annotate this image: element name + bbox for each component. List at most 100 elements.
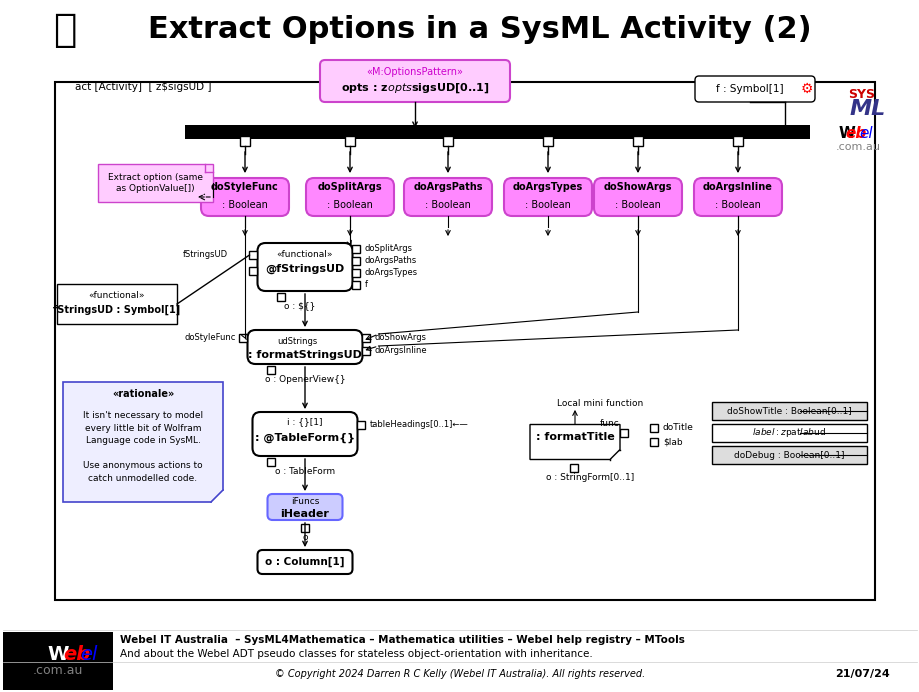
Text: W: W bbox=[47, 644, 69, 664]
FancyBboxPatch shape bbox=[357, 421, 365, 429]
Text: iFuncs: iFuncs bbox=[290, 498, 319, 507]
FancyBboxPatch shape bbox=[252, 412, 357, 456]
FancyBboxPatch shape bbox=[240, 136, 250, 146]
Polygon shape bbox=[529, 424, 619, 459]
FancyBboxPatch shape bbox=[345, 136, 355, 146]
Text: o : StringForm[0..1]: o : StringForm[0..1] bbox=[545, 473, 633, 482]
FancyBboxPatch shape bbox=[362, 334, 370, 342]
FancyBboxPatch shape bbox=[619, 429, 628, 437]
Text: «functional»: «functional» bbox=[277, 251, 333, 260]
Text: Local mini function: Local mini function bbox=[556, 399, 642, 408]
Text: act [Activity]  [ z$sigsUD ]: act [Activity] [ z$sigsUD ] bbox=[75, 82, 211, 92]
Text: as OptionValue[]): as OptionValue[]) bbox=[116, 185, 195, 194]
FancyBboxPatch shape bbox=[711, 446, 866, 464]
FancyBboxPatch shape bbox=[267, 458, 275, 466]
Text: f: f bbox=[364, 280, 367, 289]
Text: o : Column[1]: o : Column[1] bbox=[265, 557, 345, 567]
Text: doArgsInline: doArgsInline bbox=[374, 347, 426, 356]
FancyBboxPatch shape bbox=[57, 284, 176, 324]
Text: $label : z$pat$lab$ud: $label : z$pat$lab$ud bbox=[752, 426, 825, 439]
Text: «functional»: «functional» bbox=[88, 291, 145, 300]
Text: : formatTitle: : formatTitle bbox=[535, 432, 614, 442]
Text: udStrings: udStrings bbox=[277, 338, 317, 347]
Text: doArgsInline: doArgsInline bbox=[702, 182, 772, 192]
Text: «M:OptionsPattern»: «M:OptionsPattern» bbox=[366, 67, 463, 77]
Text: «rationale»: «rationale» bbox=[112, 389, 174, 399]
Text: el: el bbox=[858, 127, 872, 141]
Text: doTitle: doTitle bbox=[663, 424, 693, 432]
FancyBboxPatch shape bbox=[352, 269, 360, 277]
Text: doSplitArgs: doSplitArgs bbox=[317, 182, 382, 192]
Text: o : OpenerView{}: o : OpenerView{} bbox=[265, 376, 345, 385]
Text: ML: ML bbox=[849, 99, 885, 119]
FancyBboxPatch shape bbox=[249, 251, 257, 259]
Text: o : ${}: o : ${} bbox=[284, 302, 315, 311]
Text: doArgsPaths: doArgsPaths bbox=[413, 182, 482, 192]
FancyBboxPatch shape bbox=[3, 632, 113, 690]
FancyBboxPatch shape bbox=[352, 257, 360, 265]
Text: func: func bbox=[599, 419, 619, 428]
Text: : Boolean: : Boolean bbox=[221, 200, 267, 210]
FancyBboxPatch shape bbox=[693, 178, 781, 216]
Text: o: o bbox=[302, 534, 308, 543]
Text: 🧠: 🧠 bbox=[53, 11, 76, 49]
Text: ⚙: ⚙ bbox=[800, 82, 812, 96]
Text: doShowTitle : Boolean[0..1]: doShowTitle : Boolean[0..1] bbox=[726, 406, 851, 415]
FancyBboxPatch shape bbox=[185, 125, 800, 139]
Text: doShowArgs: doShowArgs bbox=[374, 334, 426, 343]
Text: .com.au: .com.au bbox=[834, 142, 879, 152]
FancyBboxPatch shape bbox=[694, 76, 814, 102]
Text: Extract option (same: Extract option (same bbox=[108, 174, 203, 183]
Text: doArgsPaths: doArgsPaths bbox=[364, 257, 416, 266]
FancyBboxPatch shape bbox=[711, 402, 866, 420]
Text: o : TableForm: o : TableForm bbox=[275, 468, 335, 477]
FancyBboxPatch shape bbox=[249, 267, 257, 275]
FancyBboxPatch shape bbox=[732, 136, 743, 146]
Text: fStringsUD : Symbol[1]: fStringsUD : Symbol[1] bbox=[53, 305, 180, 315]
Text: Extract Options in a SysML Activity (2): Extract Options in a SysML Activity (2) bbox=[148, 15, 811, 44]
Text: © Copyright 2024 Darren R C Kelly (Webel IT Australia). All rights reserved.: © Copyright 2024 Darren R C Kelly (Webel… bbox=[275, 669, 644, 679]
FancyBboxPatch shape bbox=[352, 245, 360, 253]
Text: : Boolean: : Boolean bbox=[714, 200, 760, 210]
FancyBboxPatch shape bbox=[403, 178, 492, 216]
Text: : Boolean: : Boolean bbox=[615, 200, 660, 210]
Text: f : Symbol[1]: f : Symbol[1] bbox=[715, 84, 783, 94]
Text: And about the Webel ADT pseudo classes for stateless object-orientation with inh: And about the Webel ADT pseudo classes f… bbox=[119, 649, 592, 659]
Text: fStringsUD: fStringsUD bbox=[182, 251, 227, 260]
FancyBboxPatch shape bbox=[542, 136, 552, 146]
Text: i : {}[1]: i : {}[1] bbox=[287, 417, 323, 426]
FancyBboxPatch shape bbox=[257, 550, 352, 574]
FancyBboxPatch shape bbox=[257, 243, 352, 291]
Text: .com.au: .com.au bbox=[33, 664, 83, 677]
FancyBboxPatch shape bbox=[362, 347, 370, 355]
Text: doSplitArgs: doSplitArgs bbox=[364, 244, 412, 253]
FancyBboxPatch shape bbox=[267, 366, 275, 374]
Text: doArgsTypes: doArgsTypes bbox=[512, 182, 583, 192]
FancyBboxPatch shape bbox=[55, 82, 874, 600]
Text: iHeader: iHeader bbox=[280, 509, 329, 519]
Text: SYS: SYS bbox=[847, 87, 875, 100]
FancyBboxPatch shape bbox=[98, 164, 213, 202]
Text: : Boolean: : Boolean bbox=[525, 200, 571, 210]
Text: $lab: $lab bbox=[663, 437, 682, 446]
FancyBboxPatch shape bbox=[352, 281, 360, 289]
Text: : @TableForm{}: : @TableForm{} bbox=[255, 433, 355, 443]
Text: opts : z$opts$sigsUD[0..1]: opts : z$opts$sigsUD[0..1] bbox=[340, 81, 489, 95]
Text: : Boolean: : Boolean bbox=[327, 200, 372, 210]
FancyBboxPatch shape bbox=[504, 178, 591, 216]
Text: doShowArgs: doShowArgs bbox=[603, 182, 672, 192]
FancyBboxPatch shape bbox=[239, 334, 247, 342]
FancyBboxPatch shape bbox=[200, 178, 289, 216]
Text: @fStringsUD: @fStringsUD bbox=[265, 264, 345, 274]
FancyBboxPatch shape bbox=[306, 178, 393, 216]
FancyBboxPatch shape bbox=[301, 524, 309, 532]
Text: tableHeadings[0..1]←—: tableHeadings[0..1]←— bbox=[369, 421, 468, 430]
Polygon shape bbox=[62, 382, 222, 502]
FancyBboxPatch shape bbox=[570, 464, 577, 471]
Text: doStyleFunc: doStyleFunc bbox=[210, 182, 278, 192]
Text: : formatStringsUD: : formatStringsUD bbox=[248, 350, 361, 360]
Text: Webel IT Australia  – SysML4Mathematica – Mathematica utilities – Webel help reg: Webel IT Australia – SysML4Mathematica –… bbox=[119, 635, 684, 645]
Text: doStyleFunc: doStyleFunc bbox=[184, 334, 235, 343]
Text: 21/07/24: 21/07/24 bbox=[834, 669, 889, 679]
FancyBboxPatch shape bbox=[320, 60, 509, 102]
